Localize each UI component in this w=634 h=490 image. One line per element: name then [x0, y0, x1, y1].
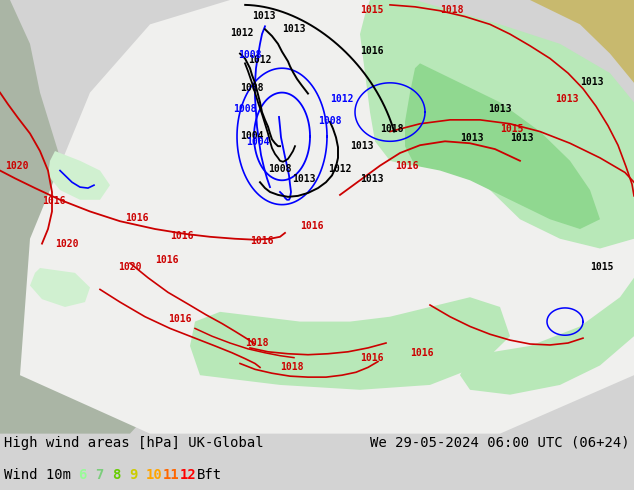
Text: 1018: 1018	[280, 362, 304, 372]
Text: 1015: 1015	[590, 262, 614, 272]
Text: 1012: 1012	[330, 94, 354, 104]
Text: 1012: 1012	[328, 165, 351, 174]
Text: 1020: 1020	[5, 161, 29, 171]
Text: 1008: 1008	[240, 83, 264, 93]
Text: 1020: 1020	[118, 262, 141, 272]
Polygon shape	[530, 0, 634, 83]
Text: 1016: 1016	[360, 46, 384, 55]
Text: 1008: 1008	[268, 165, 292, 174]
Text: 1013: 1013	[460, 133, 484, 143]
Text: 1013: 1013	[555, 94, 578, 104]
Text: 1016: 1016	[170, 231, 193, 241]
Text: 9: 9	[129, 468, 138, 482]
Text: 1018: 1018	[380, 123, 403, 134]
Text: 1016: 1016	[410, 348, 434, 358]
Text: 6: 6	[78, 468, 86, 482]
Polygon shape	[0, 0, 175, 434]
Text: 1013: 1013	[252, 11, 276, 22]
Text: 1015: 1015	[360, 5, 384, 15]
Text: 1016: 1016	[168, 314, 191, 323]
Text: 8: 8	[112, 468, 120, 482]
Text: 1008: 1008	[233, 104, 257, 114]
Text: 1004: 1004	[240, 131, 264, 141]
Text: 1013: 1013	[360, 174, 384, 184]
Text: 1004: 1004	[246, 137, 269, 147]
Text: 1016: 1016	[395, 161, 418, 171]
Text: 1013: 1013	[292, 174, 316, 184]
Polygon shape	[460, 278, 634, 394]
Text: 1008: 1008	[318, 116, 342, 126]
Text: 1013: 1013	[488, 104, 512, 114]
Text: 12: 12	[180, 468, 197, 482]
Polygon shape	[20, 0, 634, 434]
Text: 1012: 1012	[248, 55, 271, 65]
Text: 1016: 1016	[42, 196, 65, 206]
Text: Bft: Bft	[197, 468, 222, 482]
Text: 1020: 1020	[55, 239, 79, 248]
Text: Wind 10m: Wind 10m	[4, 468, 71, 482]
Text: 1016: 1016	[360, 353, 384, 363]
Text: 1012: 1012	[230, 28, 254, 38]
Text: 1013: 1013	[282, 24, 306, 34]
Text: 10: 10	[146, 468, 163, 482]
Text: 1013: 1013	[350, 141, 373, 151]
Polygon shape	[48, 151, 110, 200]
Text: 1016: 1016	[155, 255, 179, 265]
Text: 1018: 1018	[440, 5, 463, 15]
Text: 7: 7	[95, 468, 103, 482]
Text: 1016: 1016	[300, 221, 323, 231]
Polygon shape	[190, 297, 510, 390]
Text: 1013: 1013	[580, 77, 604, 87]
Polygon shape	[360, 0, 634, 248]
Text: 1015: 1015	[500, 123, 524, 134]
Text: 1018: 1018	[245, 338, 269, 348]
Polygon shape	[405, 63, 600, 229]
Text: We 29-05-2024 06:00 UTC (06+24): We 29-05-2024 06:00 UTC (06+24)	[370, 436, 630, 450]
Text: 11: 11	[163, 468, 180, 482]
Text: 1016: 1016	[250, 236, 273, 245]
Text: 1016: 1016	[125, 213, 148, 223]
Text: 1008: 1008	[238, 50, 261, 60]
Text: High wind areas [hPa] UK-Global: High wind areas [hPa] UK-Global	[4, 436, 264, 450]
Polygon shape	[30, 268, 90, 307]
Text: 1013: 1013	[510, 133, 533, 143]
